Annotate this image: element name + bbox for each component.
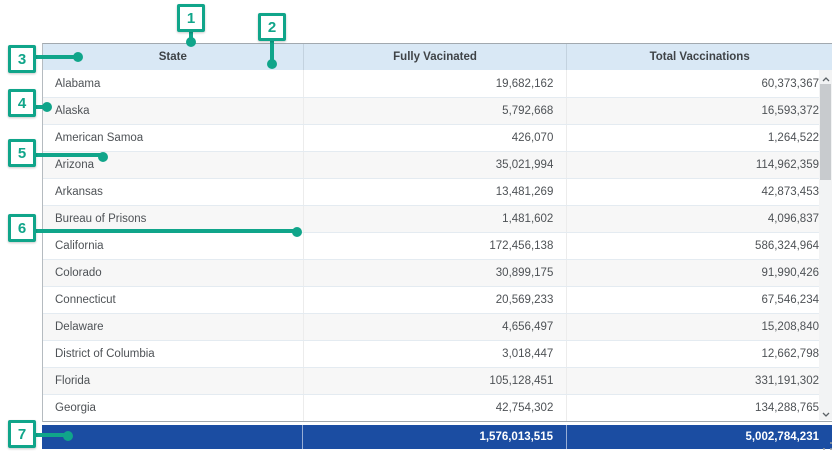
marker-3-stem	[35, 55, 75, 59]
cell-state: Colorado	[55, 267, 102, 279]
cell-fully-vaccinated: 3,018,447	[302, 341, 567, 367]
cell-total-vaccinations: 4,096,837	[566, 206, 832, 232]
cell-total-vaccinations: 1,264,522	[566, 125, 832, 151]
marker-4-box: 4	[8, 89, 36, 117]
table-row[interactable]: Florida 105,128,451 331,191,302	[43, 367, 832, 394]
cell-fully-vaccinated: 426,070	[302, 125, 567, 151]
marker-7-box: 7	[8, 420, 36, 448]
cell-fully-vaccinated: 5,792,668	[302, 98, 567, 124]
cell-total-vaccinations: 586,324,964	[566, 233, 832, 259]
table-row[interactable]: Bureau of Prisons 1,481,602 4,096,837	[43, 205, 832, 232]
cell-total-vaccinations: 42,873,453	[566, 179, 832, 205]
chevron-down-icon	[822, 404, 830, 422]
cell-fully-vaccinated: 13,481,269	[302, 179, 567, 205]
cell-state: California	[55, 240, 104, 252]
cell-state: Bureau of Prisons	[55, 213, 147, 225]
cell-fully-vaccinated: 42,754,302	[302, 395, 567, 421]
marker-4-dot	[42, 102, 52, 112]
table-row[interactable]: Georgia 42,754,302 134,288,765	[43, 394, 832, 421]
cell-total-vaccinations: 16,593,372	[566, 98, 832, 124]
cell-total-vaccinations: 331,191,302	[566, 368, 832, 394]
cell-total-vaccinations: 114,962,359	[566, 152, 832, 178]
scroll-down-button[interactable]	[819, 406, 832, 419]
cell-fully-vaccinated: 30,899,175	[302, 260, 567, 286]
table-row[interactable]: Alabama 19,682,162 60,373,367	[43, 70, 832, 97]
cell-state: District of Columbia	[55, 348, 155, 360]
cell-state: Florida	[55, 375, 91, 387]
cell-state: Arizona	[55, 159, 94, 171]
cell-state: Georgia	[55, 402, 96, 414]
totals-state-cell	[42, 425, 302, 449]
cell-total-vaccinations: 12,662,798	[566, 341, 832, 367]
chevron-up-icon	[822, 69, 830, 87]
marker-1-dot	[186, 37, 196, 47]
totals-fully-vaccinated: 1,576,013,515	[302, 425, 566, 449]
marker-3-box: 3	[8, 45, 36, 73]
marker-1-stem	[189, 31, 193, 39]
cell-state: Arkansas	[55, 186, 103, 198]
table-header-row: State Fully Vacinated Total Vaccinations	[43, 44, 832, 70]
cell-fully-vaccinated: 20,569,233	[302, 287, 567, 313]
marker-5-stem	[35, 153, 101, 157]
table-row[interactable]: District of Columbia 3,018,447 12,662,798	[43, 340, 832, 367]
cell-fully-vaccinated: 1,481,602	[302, 206, 567, 232]
marker-1-box: 1	[177, 4, 205, 32]
cell-total-vaccinations: 91,990,426	[566, 260, 832, 286]
scrollbar-thumb[interactable]	[820, 84, 831, 180]
cell-fully-vaccinated: 4,656,497	[302, 314, 567, 340]
table-row[interactable]: Connecticut 20,569,233 67,546,234	[43, 286, 832, 313]
cell-total-vaccinations: 15,208,840	[566, 314, 832, 340]
marker-7-dot	[63, 431, 73, 441]
vaccinations-table: State Fully Vacinated Total Vaccinations…	[42, 43, 832, 422]
marker-5-box: 5	[8, 139, 36, 167]
table-row[interactable]: Colorado 30,899,175 91,990,426	[43, 259, 832, 286]
marker-6-stem	[35, 229, 295, 233]
cell-state: Alaska	[55, 105, 90, 117]
marker-4-stem	[35, 105, 45, 109]
totals-total-vaccinations: 5,002,784,231	[566, 425, 832, 449]
column-header-total-vaccinations[interactable]: Total Vaccinations	[566, 44, 832, 70]
totals-row: 1,576,013,515 5,002,784,231	[42, 425, 832, 449]
table-body: Alabama 19,682,162 60,373,367 Alaska 5,792,6…	[43, 70, 832, 422]
cell-fully-vaccinated: 35,021,994	[302, 152, 567, 178]
cell-total-vaccinations: 67,546,234	[566, 287, 832, 313]
table-row[interactable]: Delaware 4,656,497 15,208,840	[43, 313, 832, 340]
column-header-fully-vaccinated[interactable]: Fully Vacinated	[302, 44, 567, 70]
cell-state: American Samoa	[55, 132, 144, 144]
marker-2-stem	[270, 40, 274, 60]
table-row[interactable]: Arizona 35,021,994 114,962,359	[43, 151, 832, 178]
cell-state: Alabama	[55, 77, 101, 90]
marker-2-dot	[267, 59, 277, 69]
resize-grip-icon[interactable]	[823, 442, 832, 450]
cell-fully-vaccinated: 105,128,451	[302, 368, 567, 394]
table-row[interactable]: California 172,456,138 586,324,964	[43, 232, 832, 259]
cell-state: Delaware	[55, 321, 104, 333]
vertical-scrollbar[interactable]	[819, 70, 832, 420]
column-header-state[interactable]: State	[43, 44, 303, 70]
cell-fully-vaccinated: 19,682,162	[302, 70, 567, 97]
marker-2-box: 2	[258, 13, 286, 41]
table-row[interactable]: Alaska 5,792,668 16,593,372	[43, 97, 832, 124]
marker-3-dot	[73, 52, 83, 62]
marker-7-stem	[35, 433, 65, 437]
table-row[interactable]: American Samoa 426,070 1,264,522	[43, 124, 832, 151]
cell-fully-vaccinated: 172,456,138	[302, 233, 567, 259]
marker-6-dot	[292, 227, 302, 237]
cell-state: Connecticut	[55, 294, 116, 306]
marker-5-dot	[98, 152, 108, 162]
marker-6-box: 6	[8, 214, 36, 242]
cell-total-vaccinations: 60,373,367	[566, 70, 832, 97]
cell-total-vaccinations: 134,288,765	[566, 395, 832, 421]
scroll-up-button[interactable]	[819, 71, 832, 84]
table-row[interactable]: Arkansas 13,481,269 42,873,453	[43, 178, 832, 205]
